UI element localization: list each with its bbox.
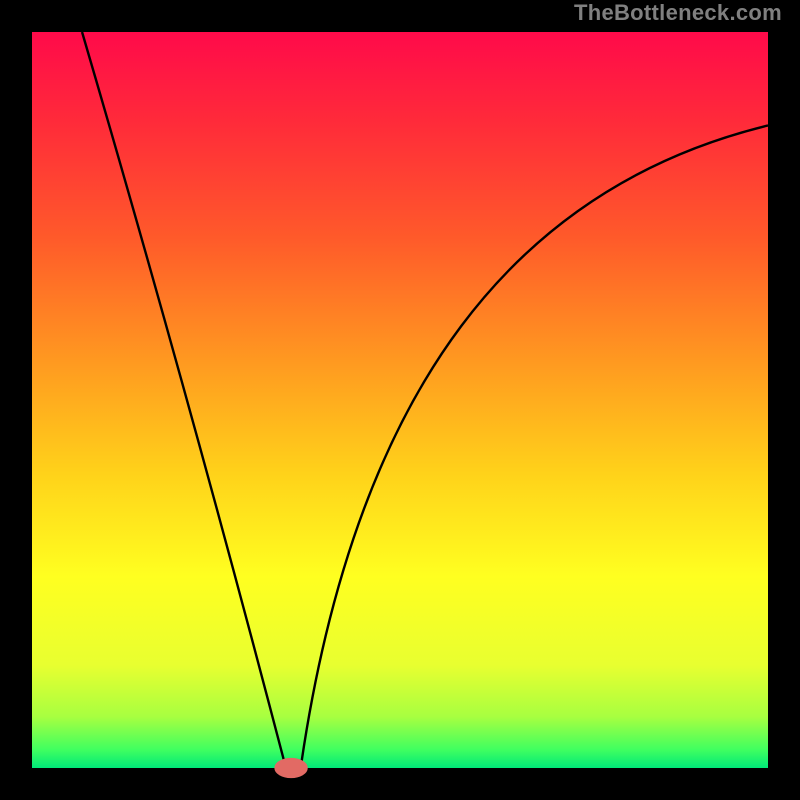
- plot-area: [32, 32, 768, 768]
- bottleneck-chart: [0, 0, 800, 800]
- watermark-text: TheBottleneck.com: [574, 0, 782, 26]
- chart-stage: TheBottleneck.com: [0, 0, 800, 800]
- optimal-marker: [275, 758, 307, 777]
